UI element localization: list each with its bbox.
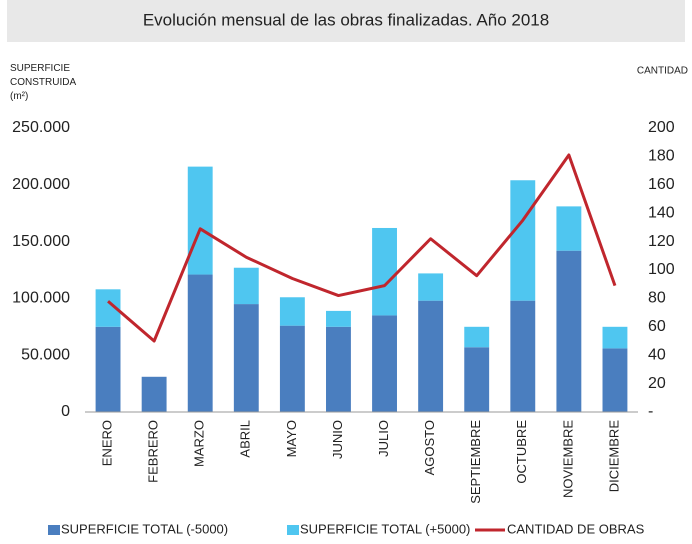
y-tick-label: 250.000: [12, 119, 70, 136]
bar: [602, 348, 628, 412]
x-tick-label: NOVIEMBRE: [560, 420, 575, 498]
legend-label: CANTIDAD DE OBRAS: [507, 521, 645, 536]
x-tick-label: MARZO: [192, 420, 207, 467]
y2-axis-label: CANTIDAD: [637, 66, 688, 77]
bar: [233, 304, 259, 412]
bar: [372, 227, 397, 316]
x-tick-label: DICIEMBRE: [606, 420, 621, 493]
bar: [418, 300, 444, 412]
bar: [510, 180, 536, 301]
chart-title: Evolución mensual de las obras finalizad…: [143, 10, 549, 29]
y2-tick-label: 40: [648, 346, 666, 363]
bar: [556, 250, 582, 412]
bar: [187, 166, 213, 275]
bar: [556, 206, 582, 251]
y2-tick-label: 200: [648, 119, 675, 136]
x-tick-label: MAYO: [284, 420, 299, 457]
bar: [510, 300, 536, 412]
x-tick-label: SEPTIEMBRE: [468, 420, 483, 504]
y2-tick-label: 160: [648, 176, 675, 193]
y-tick-label: 150.000: [12, 233, 70, 250]
bar: [279, 297, 305, 326]
y-tick-label: 100.000: [12, 290, 70, 307]
y-axis-label: SUPERFICIE CONSTRUIDA (m²): [10, 63, 76, 102]
bar: [418, 273, 444, 301]
y2-tick-label: 80: [648, 290, 666, 307]
y2-tick-label: 60: [648, 318, 666, 335]
bar: [187, 274, 213, 412]
bar: [326, 326, 351, 412]
bar: [279, 325, 305, 412]
bar: [372, 315, 397, 412]
y-tick-label: 50.000: [21, 346, 70, 363]
y2-tick-label: 100: [648, 261, 675, 278]
bar: [326, 310, 351, 327]
x-tick-label: JUNIO: [330, 420, 345, 459]
bar: [95, 326, 121, 412]
bar: [141, 376, 167, 412]
legend-label: SUPERFICIE TOTAL (-5000): [61, 521, 228, 536]
bar: [464, 347, 490, 412]
x-tick-label: OCTUBRE: [514, 420, 529, 484]
title-bar: [7, 0, 685, 42]
y2-tick-label: -: [648, 403, 653, 420]
line: [107, 153, 617, 343]
x-tick-label: AGOSTO: [422, 420, 437, 475]
y2-tick-label: 120: [648, 233, 675, 250]
y2-tick-label: 180: [648, 148, 675, 165]
bar: [464, 326, 490, 348]
x-tick-label: FEBRERO: [146, 420, 161, 483]
y-tick-label: 200.000: [12, 176, 70, 193]
x-tick-label: ABRIL: [238, 420, 253, 458]
legend-label: SUPERFICIE TOTAL (+5000): [300, 521, 470, 536]
x-tick-label: ENERO: [99, 420, 114, 466]
x-tick-label: JULIO: [376, 420, 391, 457]
y-tick-label: 0: [61, 403, 70, 420]
legend-swatch: [287, 525, 299, 535]
bar: [602, 326, 628, 349]
legend-swatch: [48, 525, 60, 535]
bar: [233, 267, 259, 305]
y2-tick-label: 20: [648, 375, 666, 392]
y2-tick-label: 140: [648, 204, 675, 221]
